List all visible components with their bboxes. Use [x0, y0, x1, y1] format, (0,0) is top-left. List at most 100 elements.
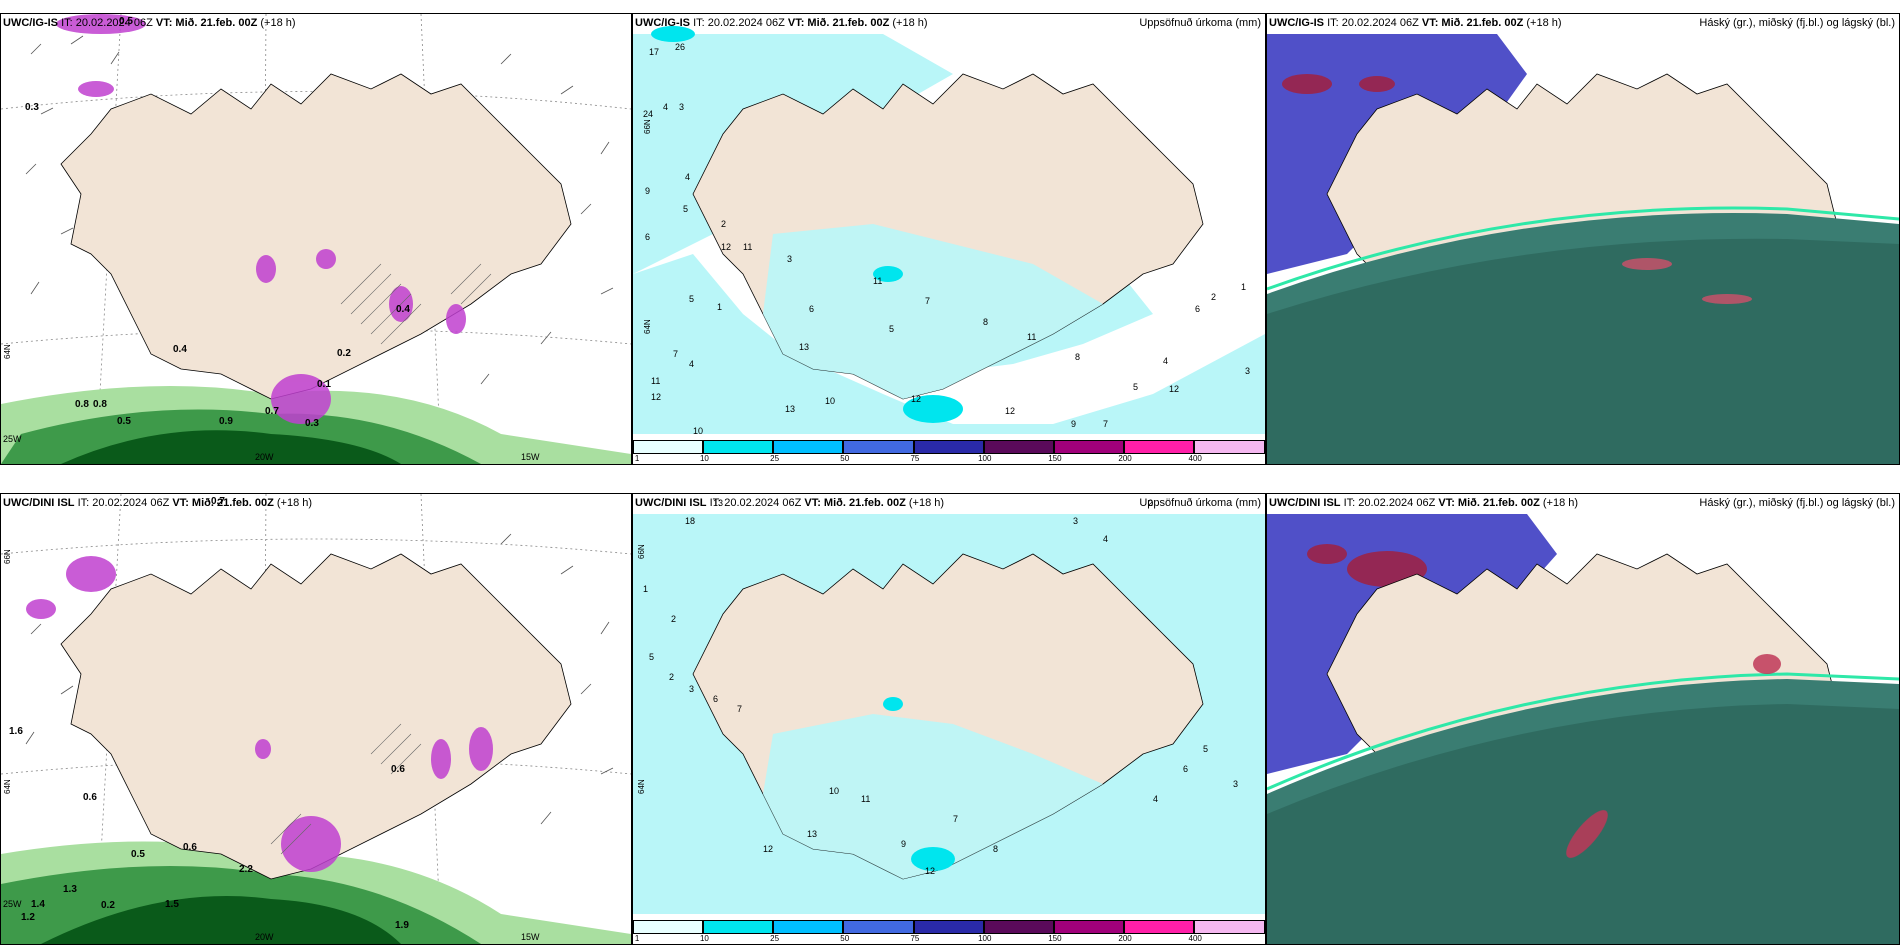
model-name: UWC/IG-IS [1269, 17, 1324, 29]
precip-value: 12 [911, 394, 922, 404]
precip-value: 3 [679, 102, 685, 112]
value-label: 0.4 [396, 304, 410, 315]
colorbar-swatch [913, 440, 984, 454]
precip-value: 10 [825, 396, 836, 406]
panel-header: UWC/DINI ISL IT: 20.02.2024 06Z VT: Mið.… [1269, 497, 1578, 509]
value-label: 0.3 [25, 102, 39, 113]
colorbar-swatch [913, 920, 984, 934]
colorbar-swatch [1194, 920, 1265, 934]
init-time: IT: 20.02.2024 06Z [1327, 17, 1419, 29]
panel-wind-igis: UWC/IG-IS IT: 20.02.2024 06Z VT: Mið. 21… [0, 13, 632, 465]
precip-value: 4 [663, 102, 669, 112]
colorbar-tick: 25 [770, 454, 780, 463]
panel-precip-dini: UWC/DINI ISL IT: 20.02.2024 06Z VT: Mið.… [632, 493, 1266, 945]
init-time: IT: 20.02.2024 06Z [61, 17, 153, 29]
precip-value: 3 [1073, 516, 1079, 526]
colorbar-swatch [1194, 440, 1265, 454]
precip-value: 3 [1233, 779, 1239, 789]
value-label: 1.4 [31, 899, 45, 910]
colorbar-swatch [983, 920, 1054, 934]
lat-label: 64N [637, 779, 646, 794]
precip-value: 11 [873, 276, 883, 286]
colorbar-swatch [843, 920, 914, 934]
precip-value: 11 [743, 242, 753, 252]
colorbar-tick: 150 [1048, 454, 1062, 463]
colorbar-tick: 10 [699, 454, 709, 463]
value-label: 0.2 [337, 348, 351, 359]
colorbar-tick: 200 [1118, 454, 1132, 463]
value-label: 0.6 [83, 792, 97, 803]
precip-value: 10 [829, 786, 840, 796]
panel-precip-igis: UWC/IG-IS IT: 20.02.2024 06Z VT: Mið. 21… [632, 13, 1266, 465]
precip-value: 8 [983, 317, 989, 327]
value-label: 0.3 [305, 418, 319, 429]
colorbar-swatch [1053, 440, 1125, 454]
lon-label: 20W [255, 452, 274, 462]
precip-value: 18 [685, 516, 696, 526]
value-label: 0.1 [317, 379, 331, 390]
precip-map [633, 14, 1265, 464]
valid-time: VT: Mið. 21.feb. 00Z [155, 17, 258, 29]
precip-value: 12 [721, 242, 732, 252]
precip-value: 8 [1075, 352, 1081, 362]
value-label: 0.5 [119, 16, 133, 27]
colorbar-tick: 10 [699, 934, 709, 943]
precip-value: 26 [675, 42, 686, 52]
precip-value: 13 [785, 404, 796, 414]
precip-value: 4 [689, 359, 695, 369]
colorbar-swatch [633, 920, 704, 934]
lon-label: 25W [3, 899, 22, 909]
lon-label: 20W [255, 932, 274, 942]
precip-value: 13 [713, 498, 724, 508]
model-name: UWC/DINI ISL [3, 497, 75, 509]
valid-time: VT: Mið. 21.feb. 00Z [1438, 497, 1540, 509]
precip-value: 5 [1203, 744, 1209, 754]
colorbar-tick: 50 [840, 454, 850, 463]
value-label: 1.2 [21, 912, 35, 923]
init-time: IT: 20.02.2024 06Z [77, 497, 170, 509]
lead-time: (+18 h) [892, 17, 928, 29]
precip-title: Uppsöfnuð úrkoma (mm) [1139, 17, 1261, 29]
precip-value: 3 [787, 254, 793, 264]
colorbar-swatch [703, 440, 774, 454]
lat-label: 66N [3, 549, 12, 564]
precip-map [633, 494, 1265, 944]
precip-value: 6 [809, 304, 815, 314]
model-name: UWC/IG-IS [635, 17, 690, 29]
colorbar-tick: 50 [840, 934, 850, 943]
precip-value: 4 [685, 172, 691, 182]
lead-time: (+18 h) [260, 17, 296, 29]
precip-value: 7 [737, 704, 743, 714]
precip-value: 12 [651, 392, 662, 402]
precip-value: 12 [1005, 406, 1016, 416]
lead-time: (+18 h) [276, 497, 313, 509]
panel-cloud-igis: UWC/IG-IS IT: 20.02.2024 06Z VT: Mið. 21… [1266, 13, 1900, 465]
precip-value: 11 [861, 794, 871, 804]
value-label: 0.5 [117, 416, 131, 427]
lon-label: 15W [521, 932, 540, 942]
precip-value: 6 [1183, 764, 1189, 774]
lat-label: 64N [3, 779, 12, 794]
precip-value: 3 [689, 684, 695, 694]
model-name: UWC/DINI ISL [1269, 497, 1341, 509]
precip-value: 8 [993, 844, 999, 854]
precip-value: 12 [925, 866, 936, 876]
precip-value: 7 [673, 349, 679, 359]
precip-colorbar: 1 10 25 50 75 100 150 200 400 [633, 918, 1265, 944]
colorbar-swatch [773, 440, 844, 454]
colorbar-tick: 1 [634, 934, 640, 943]
panel-header: UWC/IG-IS IT: 20.02.2024 06Z VT: Mið. 21… [3, 17, 296, 29]
value-label: 0.4 [173, 344, 187, 355]
cloud-title: Háský (gr.), miðský (fj.bl.) og lágský (… [1699, 497, 1895, 509]
precip-value: 1 [643, 584, 649, 594]
valid-time: VT: Mið. 21.feb. 00Z [787, 17, 890, 29]
value-label: 0.6 [391, 764, 405, 775]
value-label: 0.8 [93, 399, 107, 410]
precip-value: 12 [763, 844, 774, 854]
lat-label: 64N [3, 344, 12, 359]
value-label: 0.5 [131, 849, 145, 860]
precip-value: 17 [649, 47, 660, 57]
lead-time: (+18 h) [1542, 497, 1579, 509]
value-label: 0.2 [101, 900, 115, 911]
precip-value: 5 [683, 204, 689, 214]
